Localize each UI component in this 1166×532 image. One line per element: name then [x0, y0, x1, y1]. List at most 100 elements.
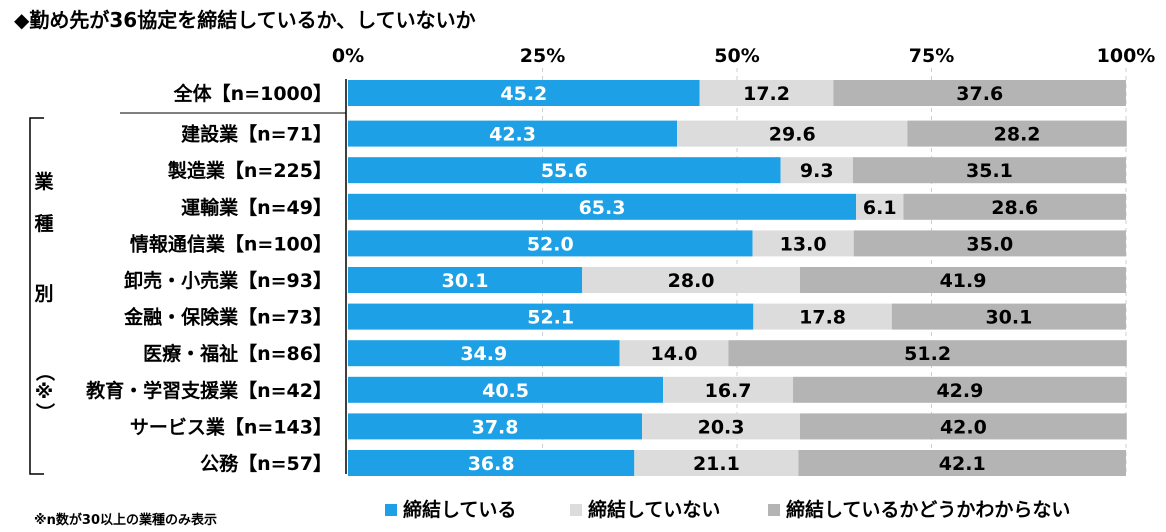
- category-label: 公務【n=57】: [200, 452, 332, 475]
- data-labels: 45.2 17.2 37.6 42.3 29.6 28.2 55.6 9.3 35.1 65.3 6…: [442, 83, 1041, 475]
- data-label: 37.6: [956, 83, 1003, 105]
- bar-segment: [348, 157, 781, 184]
- data-label: 17.2: [743, 83, 790, 105]
- data-label: 6.1: [863, 197, 897, 219]
- x-tick-label: 100%: [1097, 45, 1156, 67]
- bar-segment: [798, 450, 1126, 476]
- bar-segment: [582, 267, 801, 293]
- legend: 締結している 締結していない 締結しているかどうかわからない: [385, 498, 1070, 521]
- legend-swatch: [385, 504, 397, 516]
- industry-group-bracket: 業種別 （※）: [29, 117, 55, 475]
- category-labels: 全体【n=1000】建設業【n=71】製造業【n=225】運輸業【n=49】情報…: [86, 82, 332, 475]
- bar-segment: [903, 193, 1126, 220]
- category-label: 卸売・小売業【n=93】: [124, 269, 332, 292]
- data-label: 16.7: [705, 380, 752, 402]
- bar-segment: [619, 340, 729, 367]
- bar-segment: [853, 230, 1126, 257]
- bar-segment: [856, 193, 904, 220]
- bar-segment: [348, 267, 583, 293]
- bar-segment: [348, 230, 753, 257]
- data-label: 14.0: [651, 343, 698, 365]
- category-label: 医療・福祉【n=86】: [143, 342, 332, 365]
- bar-segment: [642, 413, 801, 440]
- group-label-char: 別: [34, 283, 53, 305]
- data-label: 40.5: [482, 380, 529, 402]
- footnote: ※n数が30以上の業種のみ表示: [34, 512, 217, 528]
- data-label: 36.8: [468, 453, 515, 475]
- data-label: 42.1: [939, 453, 986, 475]
- data-label: 28.6: [991, 197, 1038, 219]
- data-label: 34.9: [460, 343, 507, 365]
- data-label: 52.0: [527, 233, 574, 255]
- data-label: 17.8: [799, 307, 846, 329]
- bar-segment: [348, 376, 664, 403]
- data-label: 51.2: [904, 343, 951, 365]
- data-label: 30.1: [442, 270, 489, 292]
- data-label: 42.3: [489, 124, 536, 146]
- category-label: 教育・学習支援業【n=42】: [86, 379, 332, 402]
- group-label-char: （※）: [33, 362, 55, 422]
- legend-swatch: [768, 504, 780, 516]
- data-label: 21.1: [693, 453, 740, 475]
- bar-segment: [348, 193, 857, 220]
- industry-group-label: 業種別 （※）: [33, 170, 55, 422]
- bar-segment: [677, 120, 908, 147]
- bar-segment: [852, 157, 1126, 184]
- bar-segment: [348, 413, 643, 440]
- category-label: 運輸業【n=49】: [181, 196, 332, 219]
- x-tick-label: 0%: [332, 45, 364, 67]
- data-label: 35.1: [966, 160, 1013, 182]
- data-label: 42.9: [936, 380, 983, 402]
- bar-segment: [800, 267, 1126, 293]
- group-label-char: 業: [33, 170, 54, 193]
- legend-label: 締結している: [403, 498, 516, 521]
- bar-segment: [907, 120, 1127, 147]
- legend-label: 締結していない: [588, 498, 720, 521]
- x-axis-ticks: 0% 25% 50% 75% 100%: [332, 45, 1155, 67]
- bar-segment: [833, 80, 1126, 106]
- category-label: サービス業【n=143】: [130, 415, 332, 438]
- data-label: 45.2: [500, 83, 547, 105]
- chart-title: ◆勤め先が36協定を締結しているか、していないか: [14, 8, 476, 32]
- bar-segment: [752, 230, 854, 257]
- bar-segment: [780, 157, 853, 184]
- data-label: 20.3: [698, 416, 745, 438]
- group-label-char: 種: [34, 213, 53, 235]
- data-label: 30.1: [985, 307, 1032, 329]
- data-label: 9.3: [800, 160, 834, 182]
- data-label: 28.0: [668, 270, 715, 292]
- bar-segment: [348, 303, 754, 330]
- category-label: 全体【n=1000】: [173, 82, 332, 105]
- data-label: 13.0: [780, 233, 827, 255]
- category-label: 情報通信業【n=100】: [130, 232, 332, 255]
- data-label: 65.3: [579, 197, 626, 219]
- bar-segment: [348, 340, 620, 367]
- category-label: 建設業【n=71】: [181, 123, 332, 146]
- bars: [348, 80, 1127, 476]
- bar-segment: [348, 120, 678, 147]
- bar-segment: [753, 303, 892, 330]
- x-tick-label: 50%: [714, 45, 759, 67]
- data-label: 42.0: [940, 416, 987, 438]
- x-tick-label: 75%: [909, 45, 954, 67]
- data-label: 35.0: [966, 233, 1013, 255]
- bar-segment: [699, 80, 834, 106]
- legend-label: 締結しているかどうかわからない: [786, 498, 1070, 521]
- category-label: 製造業【n=225】: [167, 159, 332, 182]
- data-label: 37.8: [472, 416, 519, 438]
- bar-segment: [663, 376, 794, 403]
- bar-segment: [800, 413, 1127, 440]
- bar-segment: [728, 340, 1127, 367]
- data-label: 52.1: [527, 307, 574, 329]
- data-label: 41.9: [940, 270, 987, 292]
- bar-segment: [348, 80, 700, 106]
- data-label: 29.6: [769, 124, 816, 146]
- bracket-line: [29, 117, 44, 475]
- data-label: 55.6: [541, 160, 588, 182]
- bar-segment: [634, 450, 799, 476]
- data-label: 28.2: [994, 124, 1041, 146]
- bar-segment: [348, 450, 635, 476]
- x-tick-label: 25%: [520, 45, 565, 67]
- bar-segment: [891, 303, 1126, 330]
